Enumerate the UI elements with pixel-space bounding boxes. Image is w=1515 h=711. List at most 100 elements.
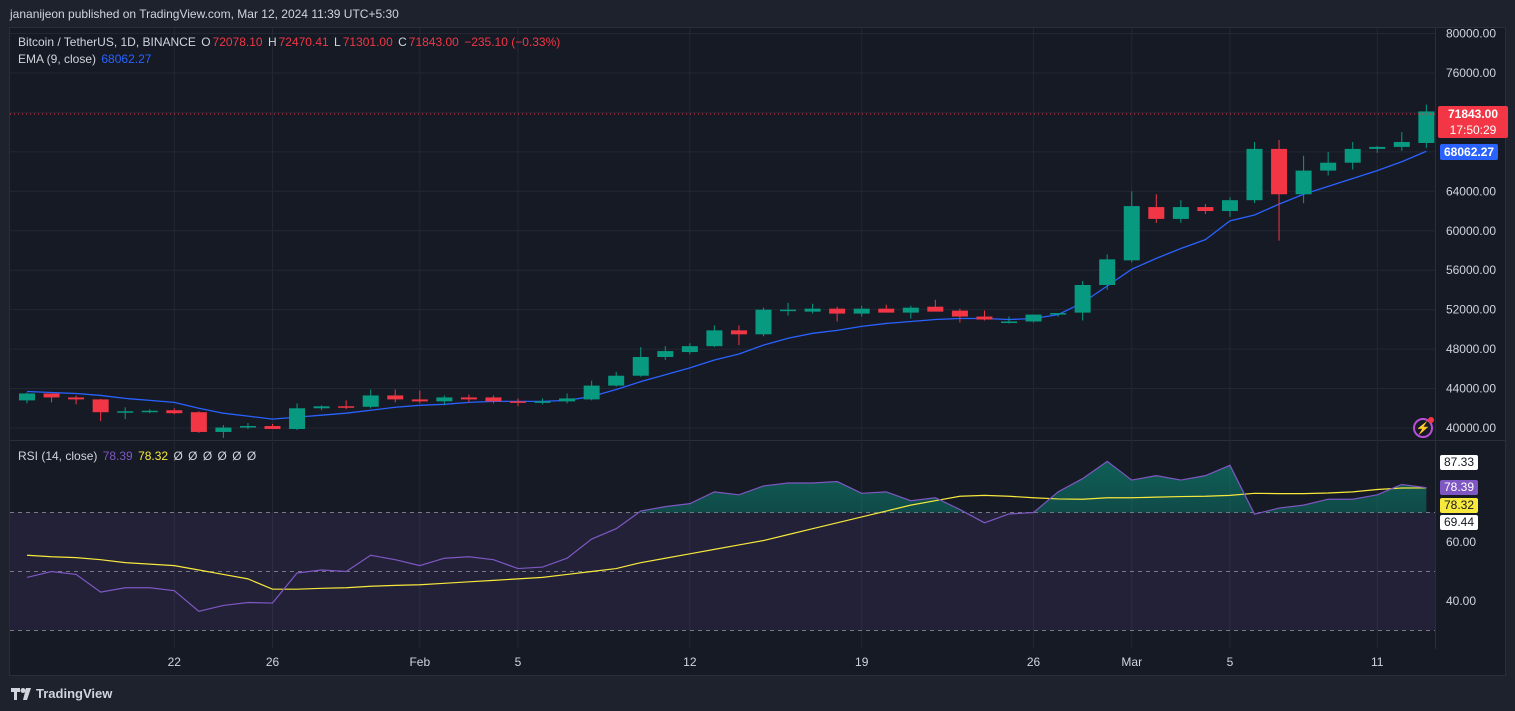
ema-legend-value: 68062.27	[101, 52, 152, 66]
candle-up	[755, 309, 772, 335]
low-label: L	[334, 35, 341, 49]
rsi-legend[interactable]: RSI (14, close) 78.39 78.32 Ø Ø Ø Ø Ø Ø	[18, 449, 258, 463]
candle-up	[1099, 259, 1116, 285]
candle-up	[289, 408, 306, 429]
candle-down	[730, 330, 747, 335]
candle-up	[681, 346, 698, 353]
candle-down	[338, 406, 355, 408]
candle-up	[534, 401, 551, 403]
price-pane-bg	[10, 28, 1435, 440]
rsi-line	[26, 460, 1427, 612]
candle-up	[1050, 313, 1067, 315]
last-price-tag: 71843.00 17:50:29	[1438, 106, 1508, 138]
candle-up	[1123, 206, 1140, 261]
price-tick-label: 40000.00	[1446, 421, 1496, 435]
candle-up	[657, 351, 674, 357]
candle-up	[239, 426, 256, 428]
candle-down	[166, 410, 183, 414]
candle-down	[460, 397, 477, 400]
rsi-upper-tag: 87.33	[1440, 455, 1479, 470]
rsi-pane-bg	[10, 441, 1435, 648]
price-tick-label: 64000.00	[1446, 184, 1496, 198]
symbol-label[interactable]: Bitcoin / TetherUS, 1D, BINANCE	[18, 35, 196, 49]
candle-up	[215, 427, 232, 432]
ema-price-tag: 68062.27	[1440, 144, 1499, 160]
rsi-tick-label: 60.00	[1446, 535, 1476, 549]
candle-up	[1172, 207, 1189, 219]
candle-down	[92, 399, 109, 413]
rsi-tick-label: 40.00	[1446, 594, 1476, 608]
rsi-ma-legend-value: 78.32	[138, 449, 169, 463]
candle-up	[313, 406, 330, 409]
candle-up	[1344, 148, 1361, 163]
ema-legend[interactable]: EMA (9, close) 68062.27	[18, 52, 153, 66]
lightning-icon[interactable]: ⚡	[1413, 418, 1433, 438]
rsi-extra-4: Ø	[232, 449, 242, 463]
candle-up	[1295, 170, 1312, 195]
open-label: O	[201, 35, 211, 49]
candle-down	[927, 306, 944, 312]
notification-dot-icon	[1428, 417, 1434, 423]
low-value: 71301.00	[342, 35, 393, 49]
high-label: H	[267, 35, 277, 49]
candle-down	[411, 399, 428, 402]
candle-up	[632, 356, 649, 376]
time-tick-label: Mar	[1121, 655, 1142, 669]
candle-down	[43, 393, 60, 398]
candle-up	[117, 411, 134, 413]
rsi-extra-2: Ø	[202, 449, 213, 463]
candle-up	[1246, 148, 1263, 201]
footer-brand: TradingView	[36, 686, 113, 701]
candle-up	[853, 308, 870, 314]
change-value: −235.10 (−0.33%)	[464, 35, 561, 49]
rsi-ma-tag: 78.32	[1440, 498, 1479, 513]
candle-up	[583, 385, 600, 400]
rsi-ma-line	[26, 487, 1427, 590]
rsi-label: RSI (14, close)	[18, 449, 98, 463]
close-label: C	[398, 35, 407, 49]
ema-line	[26, 150, 1427, 420]
candle-down	[387, 395, 404, 400]
candle-down	[976, 316, 993, 320]
time-tick-label: 26	[1027, 655, 1041, 669]
price-tick-label: 56000.00	[1446, 263, 1496, 277]
tradingview-logo-icon	[11, 687, 31, 700]
candle-up	[780, 309, 797, 312]
candle-up	[141, 410, 158, 413]
time-tick-label: 5	[515, 655, 522, 669]
price-tick-label: 76000.00	[1446, 66, 1496, 80]
time-tick-label: 5	[1227, 655, 1234, 669]
candle-up	[1001, 321, 1017, 323]
rsi-lower-tag: 69.44	[1440, 515, 1479, 530]
candle-up	[1025, 314, 1042, 322]
price-tick-label: 48000.00	[1446, 342, 1496, 356]
candle-up	[1074, 284, 1091, 313]
candle-up	[1369, 146, 1386, 149]
publish-line: jananijeon published on TradingView.com,…	[10, 7, 399, 21]
countdown-value: 17:50:29	[1449, 123, 1497, 137]
candle-down	[510, 401, 526, 403]
candle-down	[1197, 207, 1214, 212]
rsi-value-tag: 78.39	[1440, 480, 1479, 495]
rsi-legend-value: 78.39	[102, 449, 133, 463]
candle-up	[804, 308, 821, 312]
candle-up	[436, 397, 453, 402]
close-value: 71843.00	[408, 35, 459, 49]
time-tick-label: 11	[1371, 655, 1384, 669]
candle-down	[951, 310, 968, 317]
candle-down	[485, 397, 502, 402]
price-tick-label: 44000.00	[1446, 382, 1496, 396]
tradingview-logo[interactable]: TradingView	[11, 686, 112, 701]
ema-label: EMA (9, close)	[18, 52, 97, 66]
candle-up	[1393, 141, 1410, 147]
candle-down	[1271, 148, 1288, 195]
candle-down	[264, 426, 281, 429]
open-value: 72078.10	[212, 35, 263, 49]
time-tick-label: Feb	[409, 655, 430, 669]
candle-up	[706, 330, 723, 347]
candle-down	[190, 412, 207, 432]
candle-up	[1418, 111, 1435, 143]
candle-down	[1148, 207, 1165, 219]
time-tick-label: 12	[683, 655, 697, 669]
